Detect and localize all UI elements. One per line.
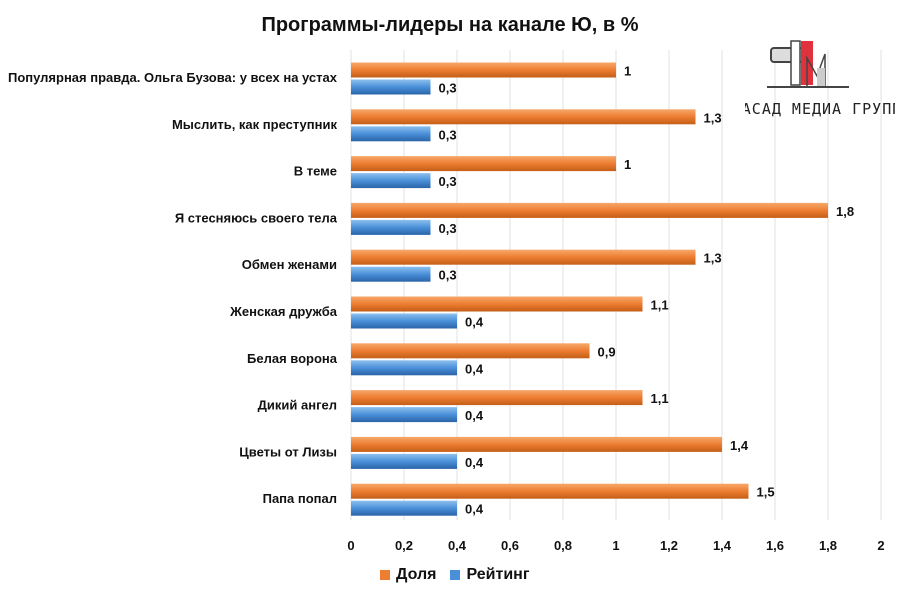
bar-reyting [351, 313, 457, 329]
bar-dolya [351, 436, 722, 452]
bar-dolya [351, 62, 616, 78]
data-label: 1,4 [730, 438, 749, 453]
x-tick-label: 2 [877, 538, 884, 553]
category-label: Белая ворона [247, 351, 338, 366]
legend-label: Доля [396, 566, 437, 583]
legend-swatch [380, 570, 390, 580]
category-label: Дикий ангел [258, 398, 337, 413]
x-tick-label: 0,4 [448, 538, 467, 553]
x-tick-label: 1,2 [660, 538, 678, 553]
bar-reyting [351, 219, 431, 235]
logo: ФАСАД МЕДИА ГРУПП [745, 38, 895, 128]
bar-dolya [351, 390, 643, 406]
bar-dolya [351, 156, 616, 172]
legend: Доля Рейтинг [380, 566, 529, 584]
x-tick-label: 0 [347, 538, 354, 553]
legend-item-reyting: Рейтинг [450, 566, 529, 584]
data-label: 1,3 [704, 110, 722, 125]
legend-item-dolya: Доля [380, 566, 436, 584]
data-label: 0,3 [439, 81, 457, 96]
category-label: Я стесняюсь своего тела [175, 210, 338, 225]
logo-mark: ФАСАД МЕДИА ГРУПП [745, 40, 895, 118]
legend-swatch [450, 570, 461, 580]
bar-reyting [351, 360, 457, 376]
data-label: 0,3 [439, 221, 457, 236]
category-label: Женская дружба [229, 304, 338, 319]
bar-dolya [351, 202, 828, 218]
data-label: 1 [624, 64, 631, 79]
chart-title: Программы-лидеры на канале Ю, в % [261, 14, 639, 36]
data-label: 0,4 [465, 502, 484, 517]
data-label: 0,4 [465, 455, 484, 470]
bar-dolya [351, 343, 590, 359]
bar-reyting [351, 453, 457, 469]
data-label: 1,3 [704, 251, 722, 266]
x-tick-label: 1 [612, 538, 619, 553]
legend-label: Рейтинг [466, 566, 530, 583]
data-label: 0,4 [465, 408, 484, 423]
data-label: 0,4 [465, 361, 484, 376]
data-label: 1,5 [757, 485, 775, 500]
data-label: 1,1 [651, 391, 669, 406]
data-label: 0,9 [598, 344, 616, 359]
x-tick-label: 0,6 [501, 538, 519, 553]
bar-reyting [351, 500, 457, 516]
category-label: Папа попал [263, 491, 337, 506]
x-tick-label: 1,4 [713, 538, 732, 553]
x-tick-label: 1,8 [819, 538, 837, 553]
data-label: 0,3 [439, 268, 457, 283]
category-label: Цветы от Лизы [239, 444, 337, 459]
category-label: В теме [294, 164, 337, 179]
logo-text: ФАСАД МЕДИА ГРУПП [745, 100, 895, 118]
x-tick-label: 1,6 [766, 538, 784, 553]
x-tick-label: 0,8 [554, 538, 572, 553]
x-tick-label: 0,2 [395, 538, 413, 553]
data-label: 1,8 [836, 204, 854, 219]
category-label: Популярная правда. Ольга Бузова: у всех … [8, 70, 338, 85]
bar-dolya [351, 109, 696, 125]
bar-reyting [351, 266, 431, 282]
data-label: 0,3 [439, 174, 457, 189]
category-label: Мыслить, как преступник [172, 117, 338, 132]
bar-dolya [351, 249, 696, 265]
bar-reyting [351, 173, 431, 189]
data-label: 0,4 [465, 315, 484, 330]
category-label: Обмен женами [242, 257, 337, 272]
bar-reyting [351, 79, 431, 95]
bar-reyting [351, 407, 457, 423]
bar-reyting [351, 126, 431, 142]
data-label: 1,1 [651, 298, 669, 313]
data-label: 0,3 [439, 127, 457, 142]
bar-dolya [351, 483, 749, 499]
bar-dolya [351, 296, 643, 312]
data-label: 1 [624, 157, 631, 172]
